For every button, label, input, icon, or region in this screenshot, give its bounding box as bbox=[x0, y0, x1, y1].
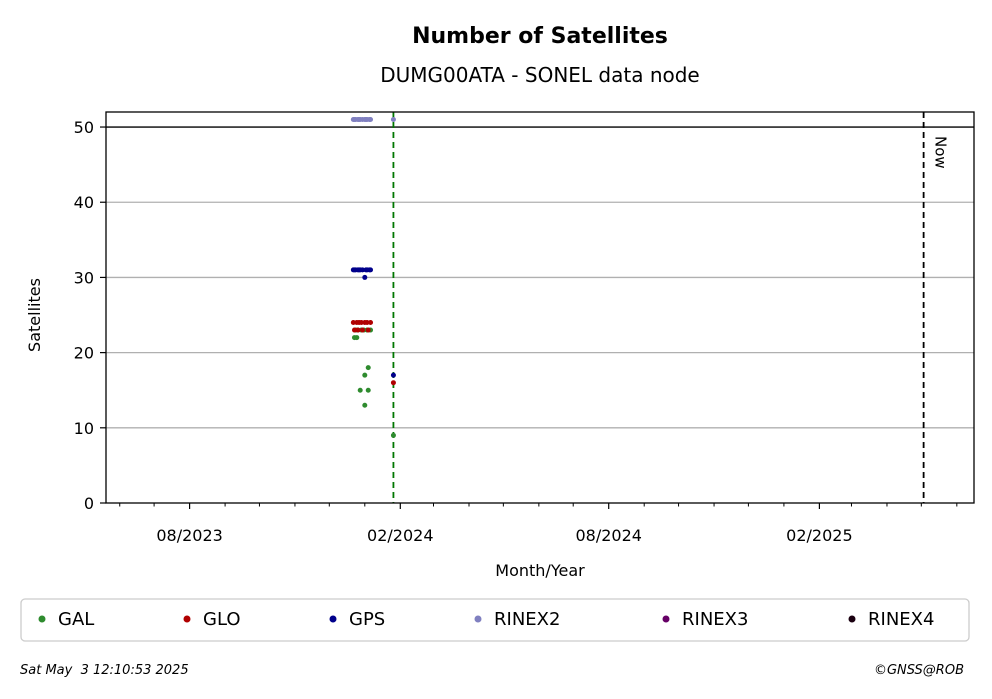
data-point-gps bbox=[368, 267, 374, 273]
chart-subtitle: DUMG00ATA - SONEL data node bbox=[380, 63, 700, 87]
data-point-gps bbox=[390, 372, 396, 378]
y-tick-label: 20 bbox=[74, 344, 94, 363]
y-tick-label: 10 bbox=[74, 419, 94, 438]
now-label: Now bbox=[932, 136, 950, 169]
x-tick-label: 08/2023 bbox=[156, 526, 222, 545]
data-point-glo bbox=[390, 380, 396, 386]
legend-marker-gal bbox=[38, 615, 46, 623]
legend-marker-rinex3 bbox=[662, 615, 670, 623]
data-point-glo bbox=[365, 327, 371, 333]
x-tick-label: 02/2024 bbox=[367, 526, 433, 545]
data-point-rinex2 bbox=[368, 117, 374, 123]
data-point-glo bbox=[350, 320, 356, 326]
legend-label-gal: GAL bbox=[58, 609, 94, 630]
data-point-gal bbox=[357, 387, 363, 393]
data-point-rinex2 bbox=[390, 117, 396, 123]
data-point-glo bbox=[368, 320, 374, 326]
footer-timestamp: Sat May 3 12:10:53 2025 bbox=[20, 663, 189, 678]
data-point-gal bbox=[365, 387, 371, 393]
data-point-glo bbox=[355, 327, 361, 333]
data-points bbox=[350, 117, 396, 438]
footer-credit: ©GNSS@ROB bbox=[874, 663, 964, 678]
legend: GAL GLO GPS RINEX2 RINEX3 RINEX4 bbox=[20, 598, 970, 642]
legend-items: GAL GLO GPS RINEX2 RINEX3 RINEX4 bbox=[38, 609, 934, 630]
data-point-gal bbox=[362, 372, 368, 378]
y-tick-label: 40 bbox=[74, 193, 94, 212]
data-point-gps bbox=[360, 267, 366, 273]
data-point-glo bbox=[351, 327, 357, 333]
x-tick-label: 08/2024 bbox=[575, 526, 641, 545]
y-tick-label: 0 bbox=[84, 494, 94, 513]
data-point-gal bbox=[354, 335, 360, 341]
data-point-gal bbox=[390, 432, 396, 438]
data-point-glo bbox=[360, 327, 366, 333]
data-point-gps bbox=[362, 274, 368, 280]
data-point-glo bbox=[358, 320, 364, 326]
legend-marker-rinex4 bbox=[848, 615, 856, 623]
data-point-gal bbox=[365, 365, 371, 371]
data-point-glo bbox=[364, 320, 370, 326]
x-axis-ticks: 08/2023 02/2024 08/2024 02/2025 bbox=[119, 503, 958, 545]
data-point-gal bbox=[362, 402, 368, 408]
legend-marker-gps bbox=[329, 615, 337, 623]
legend-marker-glo bbox=[183, 615, 191, 623]
y-tick-label: 30 bbox=[74, 268, 94, 287]
x-tick-label: 02/2025 bbox=[786, 526, 852, 545]
y-axis-ticks: 0 10 20 30 40 50 bbox=[74, 118, 106, 513]
chart-title: Number of Satellites bbox=[412, 24, 668, 49]
grid-lines bbox=[106, 201, 974, 429]
legend-label-glo: GLO bbox=[203, 609, 241, 630]
legend-label-gps: GPS bbox=[349, 609, 385, 630]
y-axis-label: Satellites bbox=[25, 278, 44, 352]
reference-lines: Now bbox=[106, 112, 974, 503]
plot-area-frame bbox=[105, 111, 975, 504]
legend-label-rinex4: RINEX4 bbox=[868, 609, 934, 630]
y-tick-label: 50 bbox=[74, 118, 94, 137]
legend-label-rinex3: RINEX3 bbox=[682, 609, 748, 630]
legend-marker-rinex2 bbox=[474, 615, 482, 623]
legend-label-rinex2: RINEX2 bbox=[494, 609, 560, 630]
x-axis-label: Month/Year bbox=[495, 561, 585, 580]
legend-box bbox=[20, 598, 970, 642]
